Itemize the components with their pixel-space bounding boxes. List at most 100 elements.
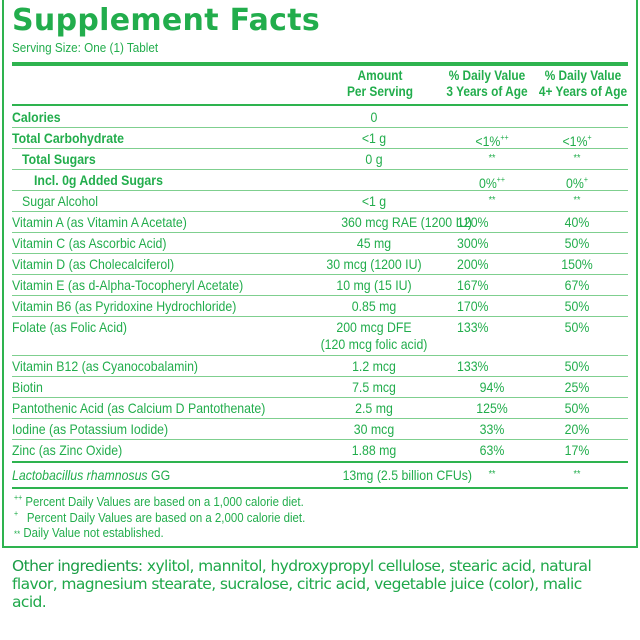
other-ingredients-label: Other ingredients: (12, 557, 143, 575)
nutrient-amount: 1.88 mg (351, 442, 397, 458)
row-vitamin-b12: Vitamin B12 (as Cyanocobalamin) 1.2 mcg … (12, 356, 628, 377)
nutrient-name: Vitamin B12 (as Cyanocobalamin) (12, 358, 199, 374)
row-zinc: Zinc (as Zinc Oxide) 1.88 mg 63% 17% (12, 440, 628, 463)
header-dv3-line1: % Daily Value (448, 68, 526, 83)
nutrient-name: Biotin (12, 379, 43, 395)
nutrient-name: Sugar Alcohol (22, 193, 99, 209)
dv3-value: 125% (476, 400, 508, 416)
serving-size: Serving Size: One (1) Tablet (12, 40, 159, 55)
nutrient-amount: 200 mcg DFE (336, 319, 412, 335)
header-amount-line2: Per Serving (346, 84, 414, 99)
dv4-value: ** (573, 153, 581, 164)
nutrient-amount: <1 g (361, 193, 387, 209)
footnote-mark: ++ (496, 175, 506, 184)
row-iodine: Iodine (as Potassium Iodide) 30 mcg 33% … (12, 419, 628, 440)
dv4-value: <1%+ (542, 128, 612, 151)
row-vitamin-c: Vitamin C (as Ascorbic Acid) 45 mg 300% … (12, 233, 628, 254)
footnote-text: Percent Daily Values are based on a 2,00… (26, 510, 306, 525)
nutrient-amount: 13mg (2.5 billion CFUs) (342, 467, 472, 483)
dv4-value: 0%+ (542, 170, 612, 193)
nutrient-amount: 1.2 mcg (352, 358, 396, 374)
nutrient-name: Total Sugars (22, 151, 96, 167)
row-vitamin-a: Vitamin A (as Vitamin A Acetate) 360 mcg… (12, 212, 628, 233)
row-vitamin-e: Vitamin E (as d-Alpha-Tocopheryl Acetate… (12, 275, 628, 296)
row-biotin: Biotin 7.5 mcg 94% 25% (12, 377, 628, 398)
dv3-value: 63% (479, 442, 505, 458)
dv4-value: ** (573, 195, 581, 206)
header-amount: Amount Per Serving (336, 68, 424, 100)
nutrient-name: Vitamin B6 (as Pyridoxine Hydrochloride) (12, 298, 237, 314)
nutrient-amount: 10 mg (15 IU) (336, 277, 412, 293)
nutrient-name: Calories (12, 109, 61, 125)
probiotic-name: Lactobacillus rhamnosus GG (12, 465, 170, 485)
row-vitamin-d: Vitamin D (as Cholecalciferol) 30 mcg (1… (12, 254, 628, 275)
nutrient-name: Vitamin D (as Cholecalciferol) (12, 256, 175, 272)
other-ingredients-text: xylitol, mannitol, hydroxypropyl cellulo… (12, 557, 592, 611)
dv4-number: <1% (562, 133, 588, 149)
footnote-mark: + (583, 175, 588, 184)
row-probiotic: Lactobacillus rhamnosus GG 13mg (2.5 bil… (12, 465, 628, 489)
header-rule-top (12, 62, 628, 66)
dv4-value: 50% (564, 298, 590, 314)
dv3-value: 94% (479, 379, 505, 395)
footnote-mark: ** (14, 529, 21, 539)
row-folate: Folate (as Folic Acid) 200 mcg DFE (120 … (12, 317, 628, 356)
dv3-value: 170% (457, 298, 489, 314)
header-dv4: % Daily Value 4+ Years of Age (535, 68, 632, 100)
footnote-text: Daily Value not established. (23, 525, 164, 540)
dv3-value: ** (488, 153, 496, 164)
nutrient-amount: 0 (370, 109, 378, 125)
dv3-number: <1% (475, 133, 501, 149)
dv4-value: 25% (564, 379, 590, 395)
footnote-mark: + (587, 133, 592, 142)
nutrient-amount: 30 mcg (353, 421, 395, 437)
nutrient-amount-line2: (120 mcg folic acid) (320, 336, 428, 352)
probiotic-species: Lactobacillus rhamnosus (12, 467, 148, 483)
dv3-value: 33% (479, 421, 505, 437)
dv3-value: 200% (457, 256, 489, 272)
footnote-mark: + (14, 509, 19, 518)
nutrient-amount: 0 g (365, 151, 383, 167)
header-dv4-line1: % Daily Value (544, 68, 622, 83)
nutrient-amount: 360 mcg RAE (1200 IU) (341, 214, 472, 230)
footnote-not-established: ** Daily Value not established. (14, 525, 164, 540)
dv4-value: 50% (564, 400, 590, 416)
header-amount-line1: Amount (357, 68, 403, 83)
dv4-value: 20% (564, 421, 590, 437)
dv3-value: 133% (457, 358, 489, 374)
probiotic-strain: GG (147, 467, 171, 483)
dv3-value: 133% (457, 319, 489, 335)
footnote-2000-cal: + Percent Daily Values are based on a 2,0… (14, 509, 305, 525)
nutrient-name: Incl. 0g Added Sugars (34, 172, 163, 188)
dv3-value: ** (488, 469, 496, 480)
dv4-value: 50% (564, 319, 590, 335)
row-calories: Calories 0 (12, 107, 628, 128)
row-added-sugars: Incl. 0g Added Sugars 0%++ 0%+ (12, 170, 628, 191)
row-sugar-alcohol: Sugar Alcohol <1 g ** ** (12, 191, 628, 212)
dv3-value: 120% (457, 214, 489, 230)
header-dv3: % Daily Value 3 Years of Age (439, 68, 536, 100)
nutrient-name: Iodine (as Potassium Iodide) (12, 421, 169, 437)
nutrient-name: Vitamin C (as Ascorbic Acid) (12, 235, 167, 251)
nutrient-amount: 0.85 mg (351, 298, 397, 314)
dv4-value: 150% (561, 256, 593, 272)
supplement-facts-panel (2, 0, 638, 548)
nutrient-name: Pantothenic Acid (as Calcium D Pantothen… (12, 400, 266, 416)
dv3-value: ** (488, 195, 496, 206)
nutrient-amount: <1 g (361, 130, 387, 146)
dv3-value: 300% (457, 235, 489, 251)
row-pantothenic-acid: Pantothenic Acid (as Calcium D Pantothen… (12, 398, 628, 419)
header-rule-bottom (12, 104, 628, 106)
dv3-number: 0% (478, 175, 497, 191)
nutrient-name: Folate (as Folic Acid) (12, 319, 128, 335)
dv4-value: 50% (564, 235, 590, 251)
dv4-number: 0% (566, 175, 584, 191)
dv3-value: 0%++ (448, 170, 536, 193)
panel-title: Supplement Facts (12, 3, 321, 38)
header-dv3-line2: 3 Years of Age (446, 84, 528, 99)
dv4-value: 17% (564, 442, 590, 458)
footnote-1000-cal: ++ Percent Daily Values are based on a 1… (14, 493, 304, 509)
footnote-mark: ++ (14, 493, 23, 502)
footnote-mark: ++ (500, 133, 509, 142)
row-total-carbohydrate: Total Carbohydrate <1 g <1%++ <1%+ (12, 128, 628, 149)
